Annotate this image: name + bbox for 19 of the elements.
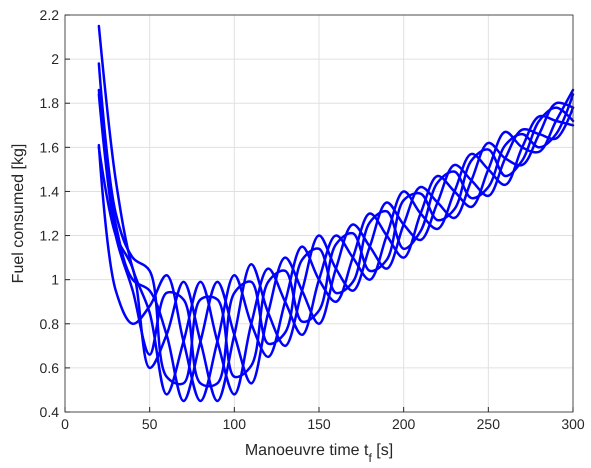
x-tick-label: 300 [561, 416, 585, 432]
y-axis-title: Fuel consumed [kg] [10, 144, 27, 284]
x-tick-label: 200 [392, 416, 416, 432]
y-tick-label: 1 [51, 272, 60, 288]
x-tick-label: 150 [307, 416, 331, 432]
y-tick-label: 1.8 [40, 95, 60, 112]
x-tick-label: 0 [61, 416, 70, 432]
y-tick-label: 1.6 [40, 139, 60, 156]
y-tick-label: 0.6 [40, 360, 60, 376]
y-tick-label: 0.8 [40, 316, 60, 332]
x-tick-label: 50 [142, 416, 158, 432]
y-tick-label: 0.4 [40, 404, 60, 420]
y-tick-label: 1.2 [40, 228, 60, 244]
x-tick-label: 250 [476, 416, 500, 432]
x-tick-label: 100 [222, 416, 246, 432]
y-tick-label: 1.4 [40, 183, 60, 200]
y-tick-label: 2 [51, 51, 60, 68]
y-tick-label: 2.2 [40, 7, 60, 23]
x-axis-title: Manoeuvre time t$_{f}$ [s] [244, 442, 394, 465]
